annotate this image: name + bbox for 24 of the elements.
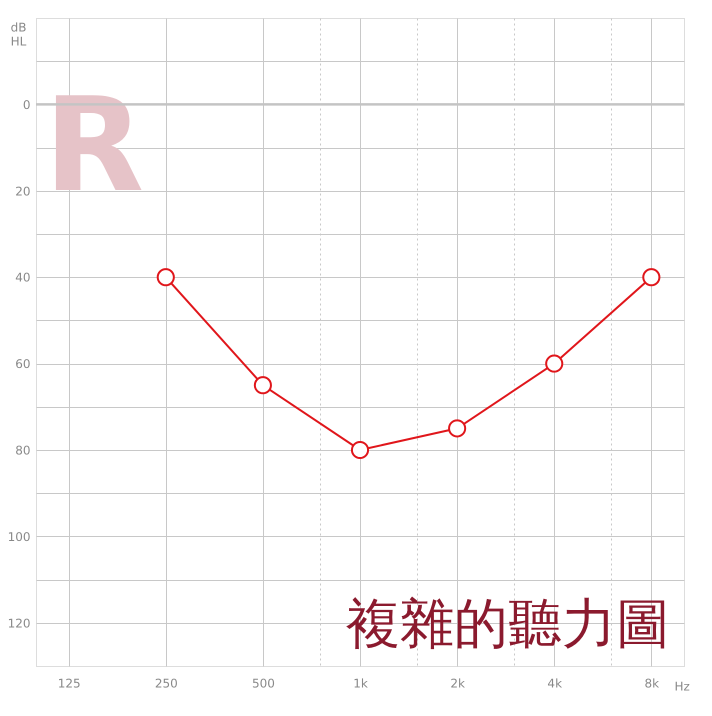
point xyxy=(642,268,660,286)
x-tick-label: 1k xyxy=(353,676,368,690)
x-tick-label: 8k xyxy=(644,676,660,690)
x-tick-label: 125 xyxy=(58,676,81,690)
point xyxy=(545,354,564,373)
y-axis-title: dB HL xyxy=(10,20,27,48)
y-tick-label: 60 xyxy=(15,357,30,372)
point xyxy=(254,376,272,394)
x-tick-label: 250 xyxy=(154,676,178,690)
point xyxy=(156,268,175,286)
annotation: 複雜的聽力圖 xyxy=(346,592,670,655)
point xyxy=(448,419,466,438)
x-axis-title: Hz xyxy=(674,680,690,694)
y-tick-label: 20 xyxy=(15,184,30,198)
y-tick-label: 80 xyxy=(15,444,30,458)
y-tick-label: 100 xyxy=(8,530,30,544)
y-tick-label: 40 xyxy=(15,270,30,285)
x-tick-label: 500 xyxy=(252,676,275,690)
annotation: R xyxy=(44,69,144,221)
point xyxy=(350,440,370,460)
y-tick-label: 120 xyxy=(8,616,30,630)
x-tick-label: 2k xyxy=(450,676,465,690)
x-tick-label: 4k xyxy=(547,676,562,690)
y-tick-label: 0 xyxy=(22,98,30,112)
